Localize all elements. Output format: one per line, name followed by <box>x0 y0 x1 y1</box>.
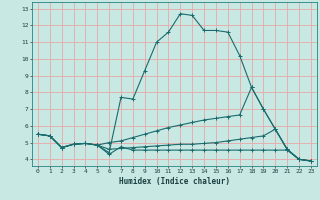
X-axis label: Humidex (Indice chaleur): Humidex (Indice chaleur) <box>119 177 230 186</box>
